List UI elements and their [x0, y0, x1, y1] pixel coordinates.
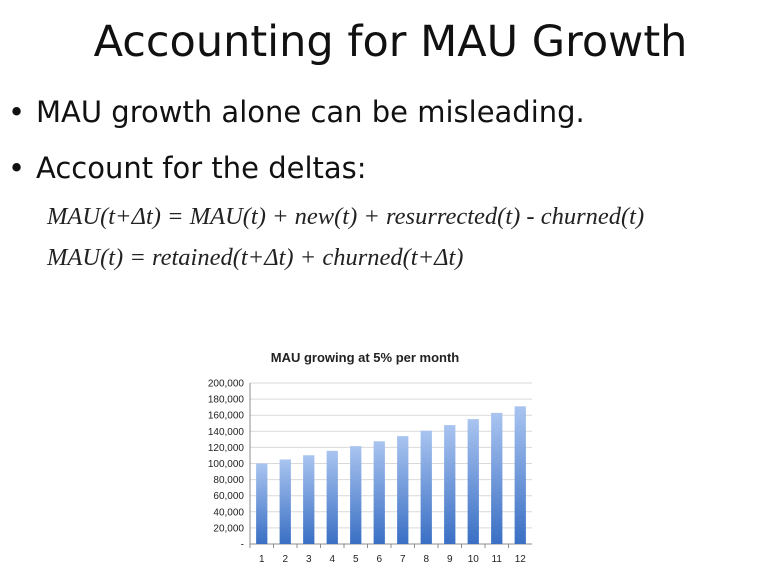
bar-month-4: [326, 450, 338, 544]
y-tick-label: 20,000: [213, 523, 244, 534]
y-tick-label: 180,000: [208, 395, 245, 406]
y-tick-label: 200,000: [208, 379, 245, 390]
bullet-text: MAU growth alone can be misleading.: [36, 95, 585, 129]
y-tick-label: 120,000: [208, 443, 245, 454]
x-tick-label: 7: [400, 554, 406, 565]
bullet-dot-icon: •: [8, 151, 26, 185]
formula-mau-delta: MAU(t+Δt) = MAU(t) + new(t) + resurrecte…: [47, 203, 645, 230]
bar-month-5: [350, 446, 362, 544]
slide-title: Accounting for MAU Growth: [93, 17, 688, 67]
x-tick-label: 12: [515, 554, 527, 565]
y-tick-label: -: [241, 540, 244, 551]
bar-month-1: [256, 463, 268, 544]
y-axis-ticks: - 20,000 40,000 60,000 80,000 100,000 120,000 1…: [208, 379, 245, 551]
x-tick-label: 4: [329, 554, 335, 565]
bullet-text: Account for the deltas:: [36, 151, 367, 185]
bar-month-3: [303, 455, 315, 544]
y-tick-label: 60,000: [213, 491, 244, 502]
bar-month-2: [279, 459, 291, 544]
y-tick-label: 80,000: [213, 475, 244, 486]
bullet-item: • MAU growth alone can be misleading.: [8, 92, 585, 132]
x-axis-ticks: 1 2 3 4 5 6 7 8 9 10 11 12: [249, 544, 527, 565]
y-tick-label: 40,000: [213, 507, 244, 518]
bar-month-12: [514, 406, 526, 544]
formula-mau-retained: MAU(t) = retained(t+Δt) + churned(t+Δt): [47, 244, 464, 271]
x-tick-label: 11: [492, 554, 503, 565]
bar-month-9: [444, 425, 456, 544]
y-tick-label: 160,000: [208, 411, 245, 422]
chart-title: MAU growing at 5% per month: [271, 350, 460, 365]
y-tick-label: 100,000: [208, 459, 245, 470]
chart-bars: [256, 406, 526, 544]
bar-month-8: [420, 430, 432, 544]
bar-month-7: [397, 436, 409, 544]
x-tick-label: 3: [306, 554, 312, 565]
x-tick-label: 1: [259, 554, 265, 565]
mau-bar-chart: MAU growing at 5% per month - 20,000 40,00…: [180, 340, 550, 572]
x-tick-label: 2: [282, 554, 288, 565]
y-tick-label: 140,000: [208, 427, 245, 438]
x-tick-label: 9: [447, 554, 453, 565]
chart-svg: MAU growing at 5% per month - 20,000 40,00…: [208, 350, 532, 565]
bar-month-10: [467, 419, 479, 544]
x-tick-label: 10: [468, 554, 480, 565]
bar-month-6: [373, 441, 385, 544]
bullet-dot-icon: •: [8, 95, 26, 129]
x-tick-label: 6: [376, 554, 382, 565]
x-tick-label: 8: [423, 554, 429, 565]
bullet-item: • Account for the deltas:: [8, 148, 367, 188]
x-tick-label: 5: [353, 554, 359, 565]
bar-month-11: [491, 412, 503, 544]
chart-gridlines: [249, 382, 532, 545]
